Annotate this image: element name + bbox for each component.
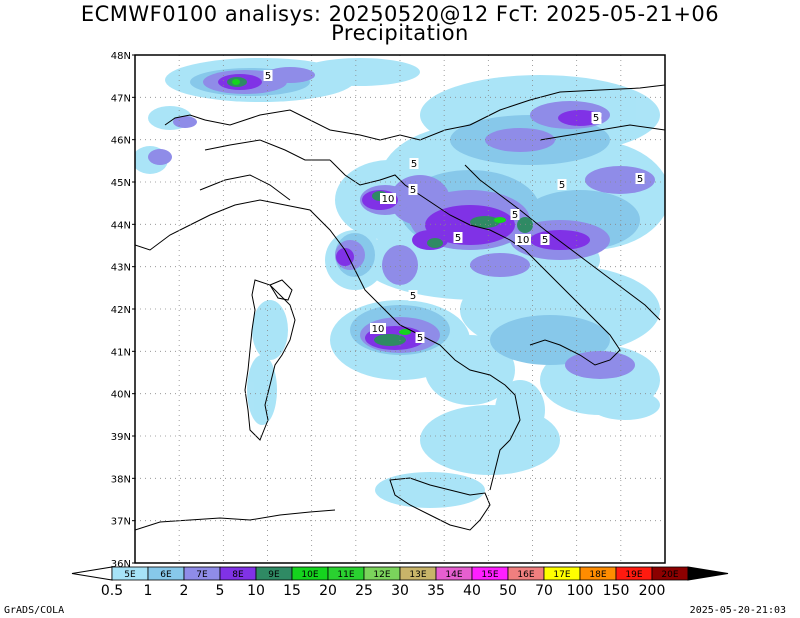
colorbar-lon-label: 5E <box>124 570 136 580</box>
svg-text:5: 5 <box>637 174 643 185</box>
colorbar-lon-label: 13E <box>409 570 426 580</box>
lat-tick-label: 40N <box>111 390 131 401</box>
svg-text:5: 5 <box>455 233 461 244</box>
svg-text:10: 10 <box>517 235 530 246</box>
colorbar-tick-value: 1 <box>144 583 153 599</box>
colorbar-tick-value: 2 <box>180 583 189 599</box>
colorbar-lon-label: 9E <box>268 570 280 580</box>
contour-label: 5 <box>409 158 419 170</box>
colorbar-lon-label: 15E <box>481 570 498 580</box>
colorbar-tick-value: 25 <box>355 583 373 599</box>
lat-tick-label: 44N <box>111 220 131 231</box>
colorbar-lon-label: 17E <box>553 570 570 580</box>
contour-label: 5 <box>415 332 425 344</box>
svg-text:5: 5 <box>593 113 599 124</box>
svg-text:5: 5 <box>542 235 548 246</box>
lat-tick-label: 42N <box>111 305 131 316</box>
colorbar-lon-label: 14E <box>445 570 462 580</box>
lat-tick-label: 39N <box>111 432 131 443</box>
colorbar-lon-label: 16E <box>517 570 534 580</box>
contour-label: 5 <box>591 112 601 124</box>
lat-tick-label: 41N <box>111 347 131 358</box>
footer-right: 2025-05-20-21:03 <box>689 605 786 616</box>
contour-label: 5 <box>453 232 463 244</box>
svg-text:10: 10 <box>372 324 385 335</box>
lat-tick-label: 43N <box>111 263 131 274</box>
colorbar-lon-label: 6E <box>160 570 172 580</box>
colorbar-under-arrow <box>71 566 113 581</box>
lat-tick-label: 36N <box>111 559 131 570</box>
colorbar-tick-value: 70 <box>535 583 553 599</box>
colorbar-tick-value: 35 <box>427 583 445 599</box>
colorbar-lon-label: 18E <box>589 570 606 580</box>
svg-text:5: 5 <box>411 159 417 170</box>
colorbar-lon-label: 8E <box>232 570 244 580</box>
colorbar-tick-value: 50 <box>499 583 517 599</box>
colorbar-lon-label: 11E <box>337 570 354 580</box>
contour-labels: 555551055510555105 <box>263 70 645 344</box>
lat-tick-label: 45N <box>111 178 131 189</box>
colorbar-tick-value: 20 <box>319 583 337 599</box>
map-subtitle: Precipitation <box>331 21 469 45</box>
coastlines <box>135 84 665 531</box>
colorbar-tick-value: 30 <box>391 583 409 599</box>
svg-text:5: 5 <box>410 185 416 196</box>
colorbar-lon-label: 20E <box>661 570 678 580</box>
contour-label: 5 <box>510 209 520 221</box>
svg-text:5: 5 <box>559 180 565 191</box>
colorbar-lon-label: 12E <box>373 570 390 580</box>
colorbar-lon-label: 19E <box>625 570 642 580</box>
svg-text:5: 5 <box>417 333 423 344</box>
lat-tick-label: 37N <box>111 517 131 528</box>
svg-text:5: 5 <box>265 71 271 82</box>
colorbar-lon-label: 7E <box>196 570 208 580</box>
colorbar-tick-value: 200 <box>639 583 666 599</box>
map-title: ECMWF0100 analisys: 20250520@12 FcT: 202… <box>80 2 720 26</box>
colorbar-tick-value: 5 <box>216 583 225 599</box>
lat-tick-label: 46N <box>111 136 131 147</box>
contour-label: 5 <box>635 173 645 185</box>
contour-label: 5 <box>263 70 273 82</box>
footer-left: GrADS/COLA <box>4 605 65 616</box>
contour-label: 5 <box>408 290 418 302</box>
svg-text:5: 5 <box>512 210 518 221</box>
latitude-axis: 36N 37N 38N 39N 40N 41N 42N 43N 44N 45N 46N 47N 48N <box>111 51 135 570</box>
colorbar-tick-value: 150 <box>603 583 630 599</box>
colorbar-tick-value: 100 <box>567 583 594 599</box>
contour-label: 5 <box>408 184 418 196</box>
lat-tick-label: 47N <box>111 93 131 104</box>
contour-label: 10 <box>515 234 531 246</box>
lat-tick-label: 48N <box>111 51 131 62</box>
colorbar-tick-value: 15 <box>283 583 301 599</box>
svg-text:10: 10 <box>382 194 395 205</box>
colorbar-tick-value: 40 <box>463 583 481 599</box>
svg-text:5: 5 <box>410 291 416 302</box>
precipitation-field <box>135 58 665 508</box>
colorbar-lon-label: 10E <box>301 570 318 580</box>
colorbar-over-arrow <box>687 566 729 581</box>
lat-tick-label: 38N <box>111 474 131 485</box>
colorbar-tick-value: 0.5 <box>101 583 123 599</box>
contour-label: 5 <box>557 179 567 191</box>
contour-label: 10 <box>370 323 386 335</box>
colorbar: 5E 6E 7E 8E 9E 10E 11E 12E 13E 14E 15E 16E 17E 18E 19E… <box>71 566 729 599</box>
contour-label: 10 <box>380 193 396 205</box>
contour-label: 5 <box>540 234 550 246</box>
colorbar-tick-value: 10 <box>247 583 265 599</box>
grid-lines <box>135 55 665 563</box>
